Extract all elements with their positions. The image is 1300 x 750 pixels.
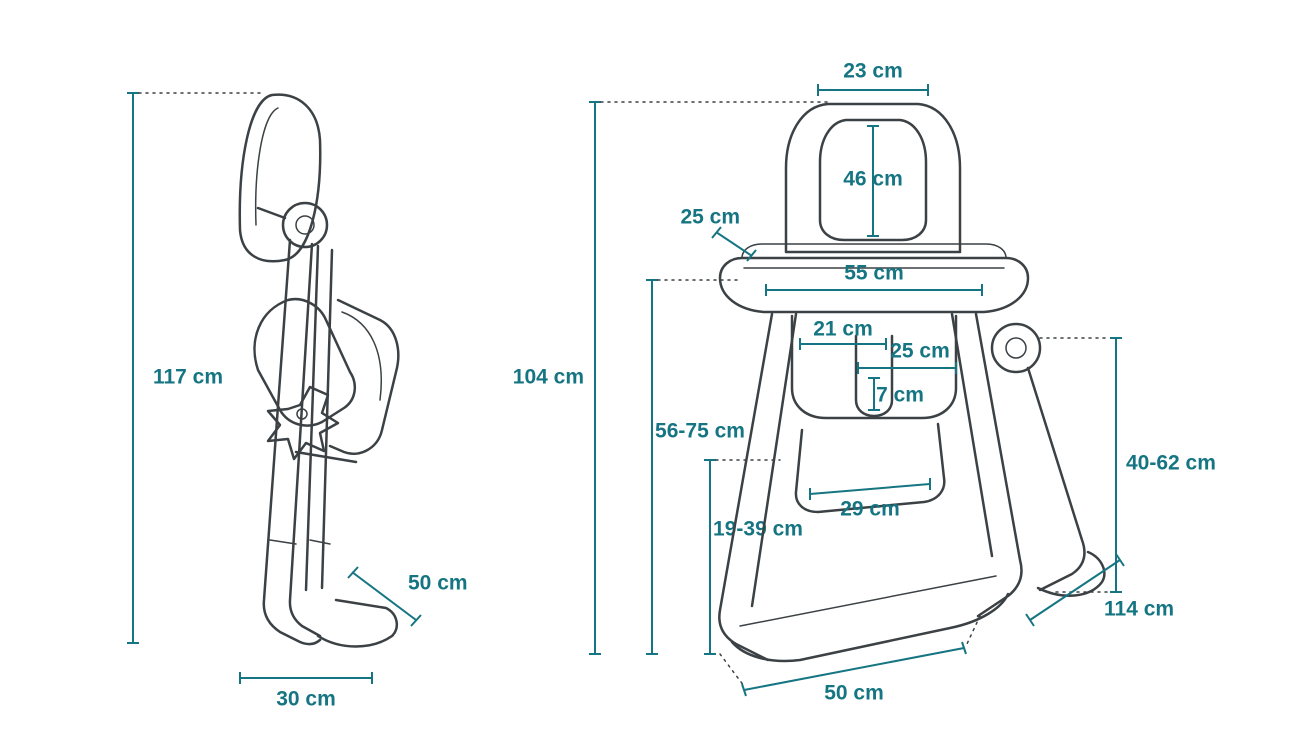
label-55: 55 cm (844, 262, 904, 285)
label-30: 30 cm (276, 688, 336, 711)
view-side-folded: 117 cm 50 cm (127, 93, 468, 711)
label-50b: 50 cm (824, 682, 884, 705)
label-117: 117 cm (153, 366, 223, 389)
label-46: 46 cm (843, 168, 903, 191)
label-56-75: 56-75 cm (655, 420, 745, 443)
label-7: 7 cm (876, 384, 924, 407)
label-29: 29 cm (840, 498, 900, 521)
label-21: 21 cm (813, 318, 873, 341)
label-19-39: 19-39 cm (713, 518, 803, 541)
dimension-diagram: 117 cm 50 cm (0, 0, 1300, 750)
label-114: 114 cm (1104, 598, 1174, 621)
view-front-open: 104 cm 56-75 cm 19-39 cm 23 cm 46 cm (513, 60, 1216, 705)
label-40-62: 40-62 cm (1126, 452, 1216, 475)
label-23: 23 cm (843, 60, 903, 83)
label-104: 104 cm (513, 366, 584, 389)
label-50: 50 cm (408, 572, 468, 595)
label-25d: 25 cm (680, 206, 740, 229)
label-25s: 25 cm (890, 340, 950, 363)
